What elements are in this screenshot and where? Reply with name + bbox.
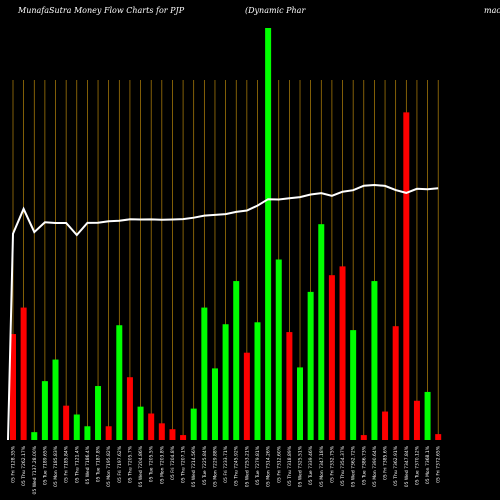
money-flow-bar [233,281,240,440]
x-tick-label: 05 Wed 7325.51% [298,445,304,487]
x-tick-label: 05 Fri 7128.35% [11,445,17,483]
money-flow-bar [137,406,144,440]
x-tick-label: 05 Fri 7197.62% [117,445,123,483]
x-tick-label: 05 Tue 7187.8% [96,445,102,482]
tick-label-layer: 05 Fri 7128.35% 05 Thu 7262.17% 05 Wed 713… [11,445,442,494]
money-flow-bar [243,352,250,440]
x-tick-label: 05 Tue 7225.84% [202,445,208,485]
x-tick-label: 05 Mon 7195.82% [106,445,112,487]
x-tick-label: 05 Wed 7362.72% [351,445,357,487]
x-tick-label: 05 Wed 7214.56% [191,445,197,487]
money-flow-bar [95,386,102,440]
money-flow-bar [148,413,155,440]
money-flow-bar [307,291,314,440]
money-flow-bar [190,408,197,440]
money-flow-bar [201,307,208,440]
price-line [7,183,439,441]
money-flow-bar [254,322,261,440]
money-flow-bar [413,400,420,440]
money-flow-bar [350,330,357,440]
x-tick-label: 05 Thu 7318.89% [287,445,293,486]
x-tick-label: 05 Tue 7339.46% [308,445,314,485]
x-tick-label: 05 Mon 7314.26% [266,445,272,487]
bar-layer [10,28,442,440]
chart-title-left: MunafaSutra Money Flow Charts for PJP [17,6,185,15]
x-tick-label: 05 Mon 7347.18% [319,445,325,487]
x-tick-label: 05 Mon 7390.64% [372,445,378,487]
money-flow-bar [116,325,123,440]
money-flow-bar [10,334,16,440]
money-flow-bar [435,434,442,440]
x-tick-label: 05 Tue 7386.73% [361,445,367,485]
money-flow-bar [328,275,335,440]
x-tick-label: 05 Thu 7354.37% [340,445,346,486]
money-flow-bar [222,324,229,440]
money-flow-bar [52,359,59,440]
money-flow-bar [360,435,367,440]
money-flow-bar [403,112,410,440]
money-flow-bar [265,28,272,440]
x-tick-label: 05 Mon 7229.88% [212,445,218,487]
price-line-layer [7,183,439,441]
money-flow-bar [105,426,112,440]
x-tick-label: 05 Tue 7370.12% [414,445,420,485]
x-tick-label: 05 Thu 7207.1% [181,445,187,483]
x-tick-label: 05 Fri 7332.75% [329,445,335,483]
x-tick-label: 05 Fri 7385.6% [383,445,389,480]
money-flow-bar [20,307,27,440]
x-tick-label: 05 Fri 7185.84% [64,445,70,483]
money-flow-bar [339,266,346,440]
x-tick-label: 05 Fri 7312.60% [276,445,282,483]
x-tick-label: 05 Fri 7233.71% [223,445,229,483]
money-flow-bar [126,377,133,440]
money-flow-bar [382,411,389,440]
x-tick-label: 05 Fri 7372.65% [436,445,442,483]
x-tick-label: 05 Mon 7185.83% [53,445,59,487]
x-tick-label: 05 Thu 7262.17% [21,445,27,486]
x-tick-label: 05 Thu 7205.7% [127,445,133,483]
x-tick-label: 05 Tue 7189.65% [42,445,48,485]
x-tick-label: 05 Wed 7137.28.00% [32,445,38,494]
money-flow-bar [180,435,187,440]
x-tick-label: 05 Wed 7204.86% [138,445,144,487]
money-flow-bar [41,381,48,440]
money-flow-bar [73,414,80,440]
x-tick-label: 05 Wed 7253.21% [244,445,250,487]
money-flow-bar [158,423,165,440]
money-flow-bar [275,259,282,440]
money-flow-bar [63,405,70,440]
money-flow-bar [211,368,218,440]
money-flow-bar [286,332,293,440]
money-flow-bar [169,429,176,440]
x-tick-label: 05 Wed 7186.4% [85,445,91,484]
x-tick-label: 05 Wed 7347.84% [404,445,410,487]
money-flow-bar [84,426,91,440]
x-tick-label: 05 Thu 7362.91% [393,445,399,486]
money-flow-bar [318,224,325,440]
x-tick-label: 05 Fri 7204.8% [170,445,176,480]
money-flow-bar [31,432,38,440]
x-tick-label: 05 Tue 7205.5% [149,445,155,482]
x-tick-label: 05 Thu 7121.4% [74,445,80,483]
chart-title-right: maceu [484,6,500,15]
x-tick-label: 05 Thu 7245.92% [234,445,240,486]
money-flow-bar [392,326,399,440]
x-tick-label: 05 Tue 7279.81% [255,445,261,485]
money-flow-bar [297,367,304,440]
money-flow-bar [371,281,378,440]
money-flow-bar [424,391,431,440]
chart-title-middle: (Dynamic Phar [245,6,306,15]
x-tick-label: 05 Mon 7203.8% [159,445,165,484]
x-tick-label: 05 Mon 7368.1% [425,445,431,484]
